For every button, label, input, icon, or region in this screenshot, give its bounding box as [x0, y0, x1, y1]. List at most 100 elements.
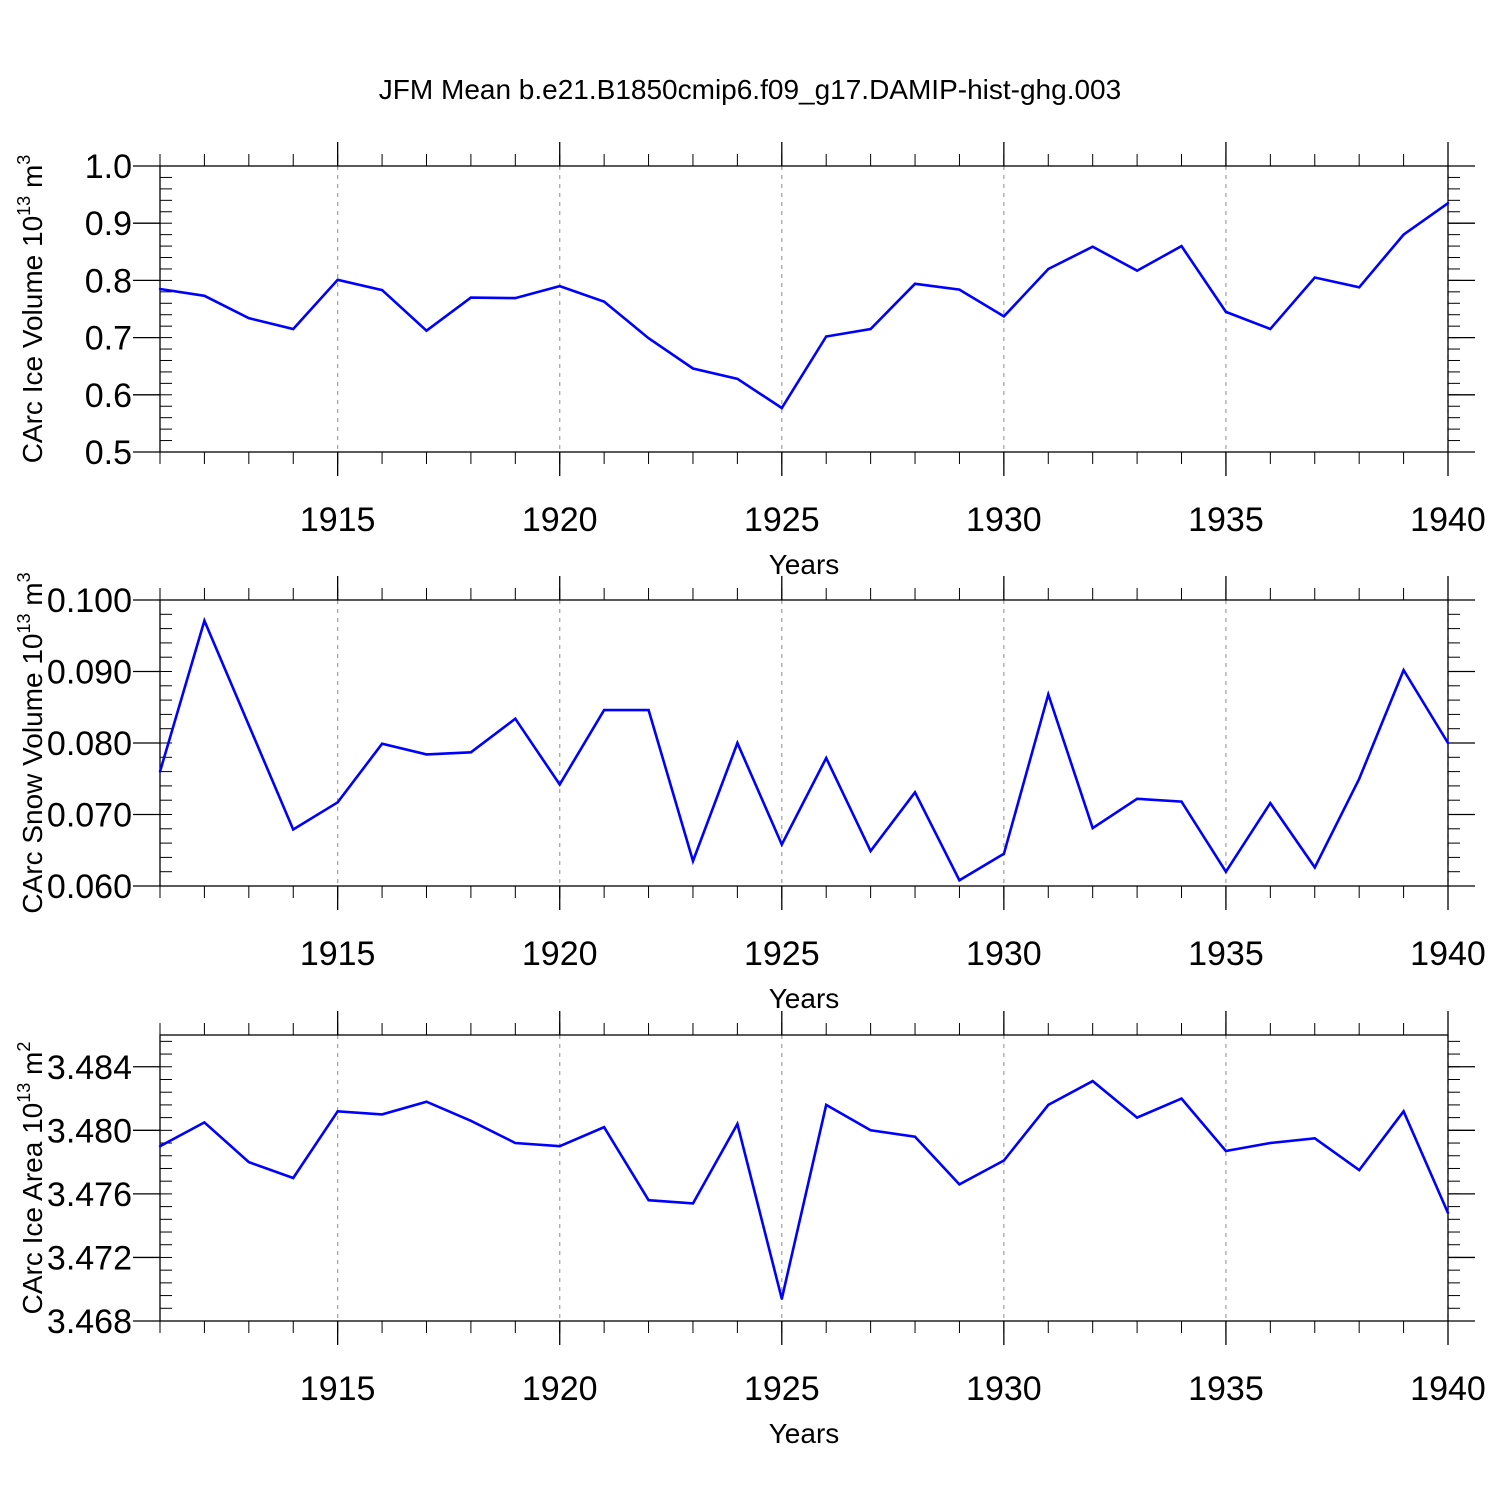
y-tick-label: 0.9	[85, 205, 132, 243]
data-point	[514, 717, 517, 720]
data-point	[780, 406, 783, 410]
data-point	[647, 708, 650, 712]
data-point	[1313, 1137, 1316, 1140]
x-tick-label: 1925	[744, 935, 820, 973]
data-point	[292, 828, 295, 831]
y-tick-label: 3.468	[47, 1303, 132, 1341]
data-point	[913, 791, 917, 794]
data-point	[780, 1297, 783, 1300]
data-point	[1224, 870, 1228, 873]
y-tick-label: 0.8	[85, 262, 132, 300]
y-axis-title-text: CArc Ice Volume 10	[17, 216, 48, 463]
data-point	[1180, 1097, 1183, 1100]
chart-panel-2: 1915 1920 1925 1930 1935 1940 0.060 0.070 0.080 0…	[14, 572, 1486, 1014]
series-line	[159, 202, 1449, 410]
data-point	[913, 282, 917, 286]
series-line	[159, 1079, 1450, 1300]
data-point	[514, 1141, 517, 1145]
data-point	[602, 1125, 606, 1129]
data-point	[203, 1121, 206, 1124]
data-point	[558, 783, 561, 786]
data-point	[602, 300, 606, 303]
series-line	[158, 616, 1450, 883]
data-point	[958, 879, 961, 882]
data-point	[158, 1145, 162, 1148]
figure-title: JFM Mean b.e21.B1850cmip6.f09_g17.DAMIP-…	[378, 74, 1122, 105]
data-point	[1402, 233, 1405, 236]
chart-panel-1: 1915 1920 1925 1930 1935 1940 0.5 0.6 0.7 0.8 0.9 1…	[14, 142, 1486, 580]
data-point	[736, 741, 739, 745]
data-point	[869, 1129, 872, 1132]
data-point	[158, 287, 162, 291]
data-point	[1446, 741, 1450, 745]
data-point	[691, 1202, 695, 1205]
x-tick-label: 1915	[300, 1370, 376, 1408]
data-point	[825, 335, 828, 338]
data-point	[736, 377, 739, 380]
data-point	[1180, 800, 1183, 803]
data-point	[691, 859, 695, 863]
data-point	[1269, 801, 1272, 805]
data-point	[1224, 310, 1228, 314]
data-point	[469, 751, 473, 754]
x-tick-label: 1940	[1410, 935, 1486, 973]
y-tick-label: 3.484	[47, 1049, 132, 1087]
data-point	[1357, 1168, 1361, 1172]
x-tick-label: 1915	[300, 501, 376, 539]
data-point	[647, 336, 650, 340]
x-tick-label: 1935	[1188, 501, 1264, 539]
data-point	[1091, 1079, 1094, 1083]
data-point	[203, 294, 206, 298]
data-point	[380, 288, 384, 292]
data-point	[425, 329, 428, 332]
data-point	[203, 619, 206, 622]
y-tick-label: 3.472	[47, 1239, 132, 1277]
x-tick-label: 1930	[966, 1370, 1042, 1408]
data-point	[425, 753, 428, 756]
data-point	[1047, 693, 1050, 696]
x-tick-label: 1920	[522, 501, 598, 539]
data-point	[1135, 1116, 1139, 1119]
data-point	[1002, 315, 1006, 318]
data-point	[380, 1113, 384, 1116]
data-point	[425, 1100, 428, 1103]
data-point	[1402, 668, 1405, 672]
plot-frame	[159, 165, 1449, 453]
y-axis-title: CArc Ice Volume 1013 m3	[14, 155, 48, 464]
data-point	[1402, 1110, 1405, 1113]
y-axis-title-text: CArc Snow Volume 10	[17, 634, 48, 914]
y-axis-title: CArc Ice Area 1013 m2	[14, 1042, 48, 1315]
y-axis-title-unit: m	[17, 165, 48, 196]
y-tick-label: 0.5	[85, 434, 132, 472]
data-point	[336, 1110, 339, 1113]
y-axis-title-unit: m	[17, 582, 48, 613]
y-axis-title-exponent: 13	[14, 196, 34, 216]
y-tick-label: 0.070	[47, 797, 132, 835]
data-point	[1002, 1159, 1006, 1162]
x-tick-label: 1940	[1410, 1370, 1486, 1408]
y-tick-label: 0.090	[47, 654, 132, 692]
data-point	[558, 1145, 561, 1148]
data-point	[958, 1183, 961, 1186]
y-axis-title-exponent: 13	[14, 613, 34, 633]
data-point	[1313, 866, 1316, 869]
data-point	[913, 1135, 917, 1138]
data-point	[736, 1122, 739, 1126]
data-point	[869, 327, 872, 331]
x-tick-label: 1925	[744, 1370, 820, 1408]
y-tick-label: 0.7	[85, 320, 132, 358]
y-tick-label: 0.6	[85, 377, 132, 415]
data-point	[1357, 286, 1361, 289]
x-axis-title: Years	[769, 983, 840, 1014]
data-point	[647, 1199, 650, 1202]
data-point	[469, 1119, 473, 1123]
y-tick-label: 3.476	[47, 1176, 132, 1214]
x-tick-label: 1940	[1410, 501, 1486, 539]
data-point	[469, 296, 473, 299]
x-tick-label: 1930	[966, 935, 1042, 973]
y-axis-title-exponent: 13	[14, 1083, 34, 1103]
y-axis-title-unit-exponent: 3	[14, 155, 34, 165]
x-tick-label: 1915	[300, 935, 376, 973]
data-point	[247, 1160, 251, 1164]
